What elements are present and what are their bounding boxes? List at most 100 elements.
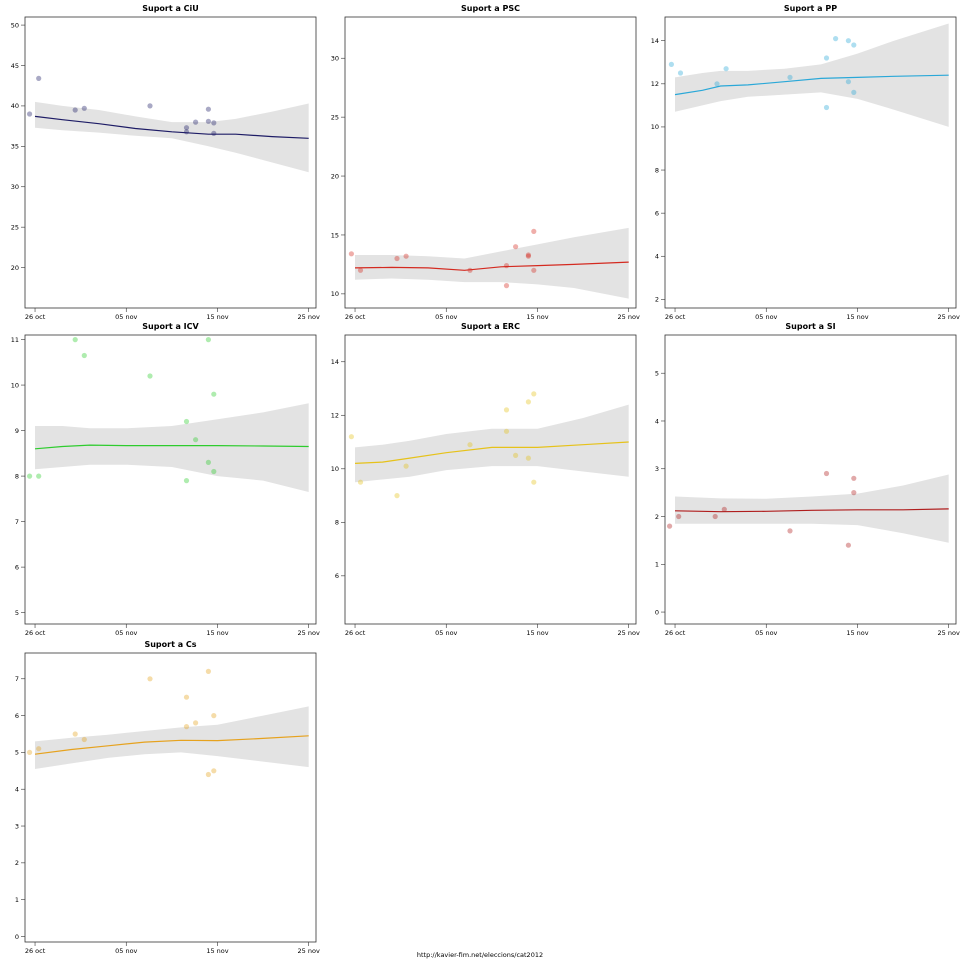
trend-line [674,508,949,513]
y-tick-label: 4 [655,417,659,425]
data-point [403,463,409,469]
data-point [787,74,793,80]
data-point [668,61,675,67]
data-point [851,89,857,95]
x-tick-label: 15 nov [526,629,548,637]
y-tick-label: 7 [15,518,19,526]
y-tick-label: 6 [655,209,659,217]
data-point [72,337,78,343]
y-tick-label: 14 [331,358,339,366]
confidence-band [355,404,629,483]
x-tick-label: 05 nov [115,313,137,321]
data-point [193,119,199,125]
y-tick-label: 3 [15,822,19,830]
y-tick-label: 15 [331,231,339,239]
data-point [845,542,852,548]
confidence-band [675,23,949,127]
data-point [823,55,830,61]
x-tick-label: 15 nov [206,313,228,321]
x-tick-label: 25 nov [298,629,320,637]
x-tick-label: 25 nov [298,313,320,321]
data-point [525,455,532,461]
data-point [205,106,211,112]
x-tick-label: 25 nov [938,313,960,321]
data-point [183,478,190,484]
trend-line [34,115,309,139]
y-tick-label: 1 [15,896,19,904]
x-tick-label: 05 nov [115,947,137,955]
data-point [503,407,510,413]
data-point [147,373,153,379]
data-point [72,107,78,113]
x-tick-label: 26 oct [345,629,366,637]
y-tick-label: 6 [335,572,339,580]
data-point [677,70,684,76]
trend-line [674,74,949,96]
data-point [72,731,78,737]
data-point [183,418,190,425]
y-tick-label: 3 [655,465,659,473]
y-tick-label: 14 [651,37,659,45]
y-tick-label: 6 [15,712,19,720]
plot-frame [24,334,317,625]
data-point [348,251,354,257]
data-point [823,104,830,111]
data-point [394,255,400,262]
data-point [211,468,217,475]
data-point [513,244,519,250]
data-point [823,470,830,477]
y-tick-label: 5 [655,370,659,378]
chart-panel: Suport a CiU 26 oct 05 nov 15 nov 25 nov 20 25… [11,4,320,321]
y-tick-label: 8 [15,472,19,480]
y-tick-label: 25 [331,113,339,121]
data-point [403,253,409,259]
y-tick-label: 40 [11,102,19,110]
y-tick-label: 10 [331,465,339,473]
data-point [531,267,537,273]
data-point [676,513,682,520]
x-tick-label: 05 nov [115,629,137,637]
x-tick-label: 05 nov [435,313,457,321]
data-point [211,391,217,397]
chart-panel: Suport a SI 26 oct 05 nov 15 nov 25 nov 0 1 2 3 4… [655,322,960,637]
x-tick-label: 26 oct [25,629,46,637]
y-tick-label: 8 [655,166,659,174]
confidence-band [35,403,309,492]
data-point [36,75,42,81]
data-point [833,36,839,42]
y-tick-label: 2 [655,513,659,521]
y-tick-label: 20 [11,264,19,272]
x-tick-label: 25 nov [618,313,640,321]
chart-panel: Suport a PP 26 oct 05 nov 15 nov 25 nov 2 4 6 8 1… [651,4,960,321]
data-point [851,475,857,481]
data-point [183,125,190,131]
data-point [503,283,510,289]
data-point [845,38,852,44]
data-point [193,437,199,443]
data-point [205,668,211,675]
x-tick-label: 15 nov [206,947,228,955]
chart-title: Suport a ICV [142,322,199,331]
data-point [525,399,532,405]
data-point [714,81,720,87]
data-point [81,105,87,111]
data-point [394,493,400,499]
x-tick-label: 26 oct [665,629,686,637]
y-tick-label: 12 [651,80,659,88]
x-tick-label: 26 oct [25,313,46,321]
y-tick-label: 20 [331,172,339,180]
y-tick-label: 10 [11,381,19,389]
y-tick-label: 12 [331,412,339,420]
y-tick-label: 25 [11,223,19,231]
data-point [211,713,217,719]
y-tick-label: 11 [11,336,19,344]
x-tick-label: 15 nov [526,313,548,321]
chart-title: Suport a ERC [461,322,520,331]
chart-panel: Suport a ICV 26 oct 05 nov 15 nov 25 nov 5 6 7 8… [11,322,320,637]
x-tick-label: 26 oct [345,313,366,321]
y-tick-label: 5 [15,609,19,617]
y-tick-label: 35 [11,143,19,151]
chart-panel: Suport a Cs 26 oct 05 nov 15 nov 25 nov 0 1 2 3 4… [15,640,320,955]
data-point [147,676,153,682]
y-tick-label: 4 [15,786,19,794]
